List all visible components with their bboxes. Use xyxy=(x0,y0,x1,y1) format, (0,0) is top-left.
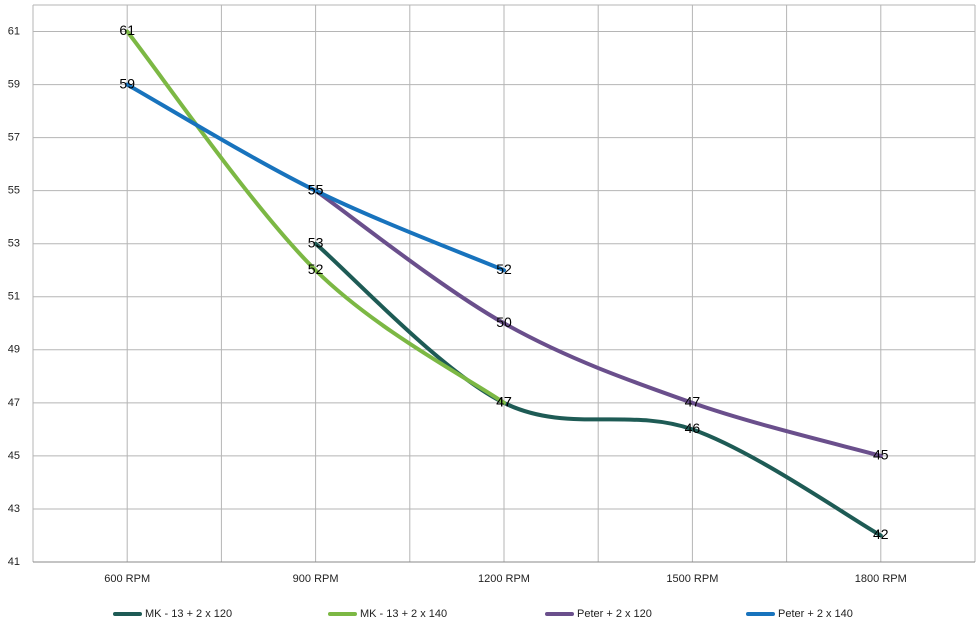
series-line xyxy=(313,241,883,538)
data-label: 52 xyxy=(496,261,512,277)
y-tick-label: 61 xyxy=(8,25,20,37)
y-tick-label: 53 xyxy=(8,238,20,250)
y-tick-label: 55 xyxy=(8,185,20,197)
legend-label: MK - 13 + 2 x 120 xyxy=(145,608,232,620)
data-label: 45 xyxy=(873,447,889,463)
data-label: 61 xyxy=(119,22,135,38)
x-tick-label: 1200 RPM xyxy=(478,573,530,585)
data-label: 47 xyxy=(685,394,701,410)
x-tick-label: 1500 RPM xyxy=(666,573,718,585)
y-tick-label: 47 xyxy=(8,397,20,409)
legend-label: Peter + 2 x 120 xyxy=(577,608,652,620)
data-label: 52 xyxy=(308,261,324,277)
series-line xyxy=(125,82,506,273)
y-tick-label: 57 xyxy=(8,132,20,144)
legend-label: MK - 13 + 2 x 140 xyxy=(360,608,447,620)
series-line xyxy=(125,29,506,405)
data-label: 53 xyxy=(308,234,324,250)
series-line xyxy=(313,188,883,458)
x-tick-label: 1800 RPM xyxy=(855,573,907,585)
y-tick-label: 51 xyxy=(8,291,20,303)
y-tick-label: 43 xyxy=(8,503,20,515)
data-label: 42 xyxy=(873,526,889,542)
data-label: 55 xyxy=(308,181,324,197)
x-tick-label: 600 RPM xyxy=(104,573,150,585)
legend-label: Peter + 2 x 140 xyxy=(778,608,853,620)
data-label: 59 xyxy=(119,75,135,91)
x-tick-label: 900 RPM xyxy=(293,573,339,585)
data-label: 47 xyxy=(496,394,512,410)
y-tick-label: 45 xyxy=(8,450,20,462)
y-tick-label: 49 xyxy=(8,344,20,356)
y-tick-label: 41 xyxy=(8,556,20,568)
data-label: 46 xyxy=(685,420,701,436)
data-label: 47 xyxy=(496,394,512,410)
data-label: 55 xyxy=(308,181,324,197)
data-label: 50 xyxy=(496,314,512,330)
y-tick-label: 59 xyxy=(8,78,20,90)
